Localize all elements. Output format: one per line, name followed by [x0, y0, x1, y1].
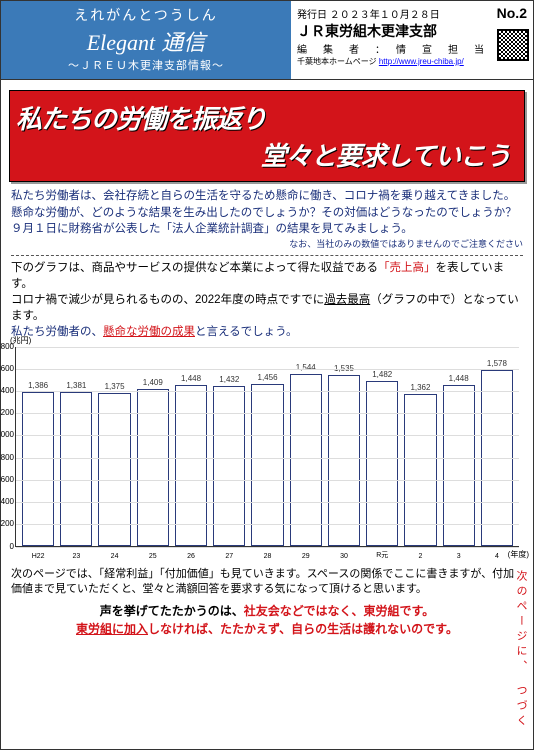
chart-bar-category: 25: [149, 553, 157, 560]
chart-bar-category: 28: [264, 553, 272, 560]
chart-bar: 1,4483: [443, 374, 475, 546]
chart-gridline: [16, 524, 519, 525]
chart-gridline: [16, 391, 519, 392]
chart-bar-rect: [22, 392, 54, 546]
chart-gridline: [16, 502, 519, 503]
chart-gridline: [16, 435, 519, 436]
chart-ytick: 400: [0, 497, 14, 506]
chart-gridline: [16, 413, 519, 414]
page: えれがんとつうしん Elegant 通信 ～ＪＲＥＵ木更津支部情報～ 発行日 ２…: [0, 0, 534, 750]
chart-bars: 1,386H221,381231,375241,409251,448261,43…: [22, 347, 513, 546]
chart-bar-category: 27: [225, 553, 233, 560]
masthead-title: Elegant 通信: [1, 25, 291, 57]
chart-gridline: [16, 347, 519, 348]
intro-note: なお、当社のみの数値ではありませんのでご注意ください: [11, 238, 523, 251]
chart-bar: 1,38123: [60, 381, 92, 545]
separator: [11, 255, 523, 256]
chart-bar-rect: [251, 384, 283, 546]
chart-ytick: 1,200: [0, 408, 14, 417]
chart-bar: 1,386H22: [22, 381, 54, 546]
chart-ytick: 0: [0, 542, 14, 551]
chart-ytick: 1,800: [0, 342, 14, 351]
qr-code-icon: [497, 29, 529, 61]
masthead-sub: ～ＪＲＥＵ木更津支部情報～: [1, 57, 291, 73]
chart-bar-rect: [290, 374, 322, 546]
intro-text: 私たち労働者は、会社存続と自らの生活を守るため懸命に働き、コロナ禍を乗り越えてき…: [11, 188, 523, 251]
chart-ytick: 1,400: [0, 386, 14, 395]
chart-ytick: 600: [0, 475, 14, 484]
chart-bar-rect: [213, 386, 245, 545]
chart-ytick: 200: [0, 519, 14, 528]
chart-ytick: 1,600: [0, 364, 14, 373]
chart-gridline: [16, 480, 519, 481]
chart-bar-value: 1,432: [219, 375, 239, 384]
chart-x-label: (年度): [508, 549, 529, 560]
chart-bar-category: 2: [419, 553, 423, 560]
masthead: えれがんとつうしん Elegant 通信 ～ＪＲＥＵ木更津支部情報～: [1, 1, 291, 79]
chart-bar: 1,43227: [213, 375, 245, 545]
chart-gridline: [16, 369, 519, 370]
graph-intro: 下のグラフは、商品やサービスの提供など本業によって得た収益である「売上高」を表し…: [11, 260, 523, 340]
chart-bar-category: R元: [376, 550, 388, 560]
chart-bar-rect: [366, 381, 398, 546]
chart-bar: 1,44826: [175, 374, 207, 546]
chart-bar-rect: [60, 392, 92, 545]
chart-bar-category: 23: [72, 553, 80, 560]
chart-bar-category: 3: [457, 553, 461, 560]
chart-bar-rect: [98, 393, 130, 546]
chart-bar-category: 24: [111, 553, 119, 560]
chart-bar-category: 30: [340, 553, 348, 560]
chart-ytick: 800: [0, 453, 14, 462]
chart-bar: 1,3622: [404, 383, 436, 545]
chart-bar: 1,40925: [137, 378, 169, 546]
headline-line2: 堂々と要求していこう: [16, 136, 518, 173]
chart-bar-value: 1,386: [28, 381, 48, 390]
chart-bar: 1,5784: [481, 359, 513, 545]
chart-bar-rect: [443, 385, 475, 546]
chart-bar-category: 26: [187, 553, 195, 560]
chart-bar-category: 29: [302, 553, 310, 560]
chart-bar-rect: [404, 394, 436, 545]
chart-bar-value: 1,482: [372, 370, 392, 379]
chart-bar-value: 1,381: [66, 381, 86, 390]
header-meta: 発行日 ２０２３年１０月２８日 No.2 ＪＲ東労組木更津支部 編 集 者 ： …: [291, 1, 533, 79]
chart-bar-value: 1,578: [487, 359, 507, 368]
issue-date: 発行日 ２０２３年１０月２８日: [297, 6, 440, 21]
headline-banner: 私たちの労働を振返り 堂々と要求していこう: [9, 90, 525, 182]
chart-bar-value: 1,409: [143, 378, 163, 387]
publisher-org: ＪＲ東労組木更津支部: [297, 21, 527, 41]
chart-bar-category: 4: [495, 553, 499, 560]
footer-paragraph: 次のページでは、「経常利益」「付加価値」も見ていきます。スペースの関係でここに書…: [11, 567, 523, 599]
chart-bar-value: 1,544: [296, 363, 316, 372]
header: えれがんとつうしん Elegant 通信 ～ＪＲＥＵ木更津支部情報～ 発行日 ２…: [1, 1, 533, 80]
issue-number: No.2: [497, 5, 527, 21]
chart-bar-value: 1,375: [105, 382, 125, 391]
masthead-kana: えれがんとつうしん: [1, 5, 291, 25]
chart-bar: 1,37524: [98, 382, 130, 546]
side-continuation-note: 次のページに、 つづく: [513, 570, 529, 730]
chart-ytick: 1,000: [0, 430, 14, 439]
chart-bar-value: 1,448: [449, 374, 469, 383]
editor-line: 編 集 者 ： 情 宣 担 当: [297, 41, 527, 56]
homepage-link[interactable]: http://www.jreu-chiba.jp/: [379, 57, 464, 66]
chart-bar-rect: [328, 375, 360, 546]
chart-bar-rect: [175, 385, 207, 546]
sales-bar-chart: (兆円) (年度) 1,386H221,381231,375241,409251…: [15, 347, 519, 547]
chart-bar-category: H22: [32, 553, 45, 560]
homepage-line: 千葉地本ホームページ http://www.jreu-chiba.jp/: [297, 56, 527, 67]
chart-bar-value: 1,448: [181, 374, 201, 383]
chart-bar: 1,45628: [251, 373, 283, 546]
chart-gridline: [16, 547, 519, 548]
headline-line1: 私たちの労働を振返り: [16, 99, 518, 136]
footer-callout: 声を挙げてたたかうのは、社友会などではなく、東労組です。 東労組に加入しなければ…: [11, 602, 523, 638]
chart-bar-value: 1,456: [258, 373, 278, 382]
chart-gridline: [16, 458, 519, 459]
